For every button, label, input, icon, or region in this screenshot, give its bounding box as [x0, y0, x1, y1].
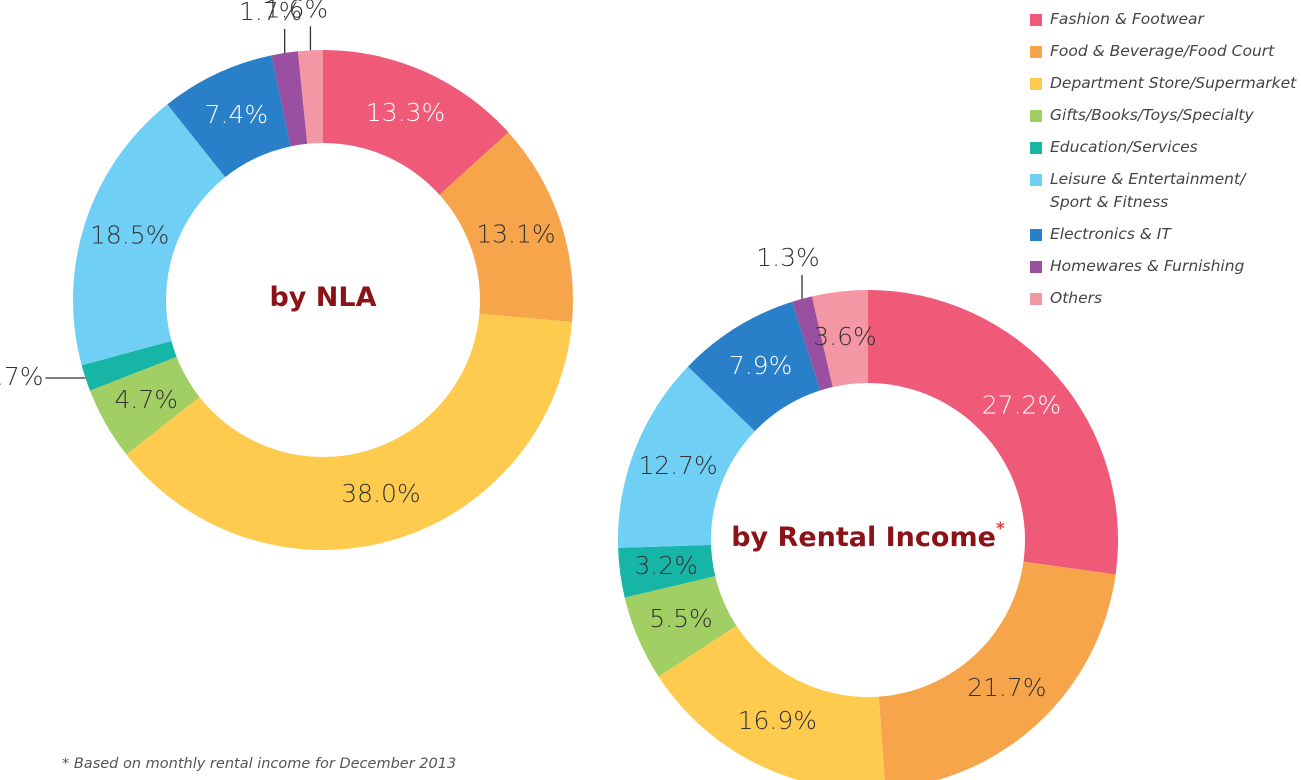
value-label: 3.6% — [813, 322, 877, 351]
value-label: 13.3% — [366, 98, 445, 127]
legend-label: Education/Services — [1050, 138, 1198, 156]
footnote: * Based on monthly rental income for Dec… — [62, 756, 457, 772]
donut-slice — [89, 356, 200, 455]
legend-swatch — [1030, 261, 1042, 273]
legend-swatch — [1030, 293, 1042, 305]
donut-slice — [323, 50, 509, 195]
legend-label: Food & Beverage/Food Court — [1050, 42, 1275, 60]
legend-item: Food & Beverage/Food Court — [1030, 40, 1296, 63]
legend-swatch — [1030, 46, 1042, 58]
value-label: 7.4% — [205, 100, 269, 129]
donut-slice — [868, 290, 1118, 575]
legend-label: Others — [1050, 289, 1103, 307]
donut-slice — [167, 55, 291, 178]
value-label: 18.5% — [90, 221, 169, 250]
donut-slice — [271, 51, 308, 147]
donut-slice — [126, 313, 573, 550]
value-label: 1.3% — [756, 243, 820, 272]
legend-swatch — [1030, 78, 1042, 90]
donut-slice — [624, 576, 737, 677]
legend-item: Others — [1030, 287, 1296, 310]
value-label: 1.7% — [0, 362, 43, 391]
legend-item: Electronics & IT — [1030, 223, 1296, 246]
legend-swatch — [1030, 142, 1042, 154]
donut-slice — [811, 290, 868, 387]
donut-slice — [618, 366, 755, 548]
donut-slice — [81, 340, 177, 391]
donut-slice — [618, 544, 716, 598]
chart-title-text: by Rental Income — [731, 522, 996, 553]
legend: Fashion & Footwear Food & Beverage/Food C… — [1030, 8, 1296, 319]
donut-slice — [439, 132, 573, 322]
value-label: 16.9% — [738, 706, 817, 735]
chart-title-text: by NLA — [269, 282, 376, 313]
value-label: 13.1% — [476, 219, 555, 248]
legend-item: Fashion & Footwear — [1030, 8, 1296, 31]
legend-label: Fashion & Footwear — [1050, 10, 1204, 28]
value-label: 5.5% — [649, 604, 713, 633]
legend-swatch — [1030, 229, 1042, 241]
value-label: 7.9% — [729, 351, 793, 380]
legend-label: Gifts/Books/Toys/Specialty — [1050, 106, 1254, 124]
legend-item: Education/Services — [1030, 136, 1296, 159]
legend-item: Gifts/Books/Toys/Specialty — [1030, 104, 1296, 127]
chart-title-note: * — [996, 519, 1005, 539]
donut-slice — [687, 301, 821, 432]
value-label: 21.7% — [967, 673, 1046, 702]
value-label: 27.2% — [982, 390, 1061, 419]
donut-slice — [297, 50, 323, 144]
legend-item: Homewares & Furnishing — [1030, 255, 1296, 278]
legend-item: Leisure & Entertainment/ Sport & Fitness — [1030, 168, 1296, 214]
legend-swatch — [1030, 110, 1042, 122]
legend-label: Leisure & Entertainment/ Sport & Fitness — [1050, 170, 1246, 211]
chart-title: by NLA — [269, 282, 376, 313]
value-label: 4.7% — [114, 385, 178, 414]
donut-slice — [658, 625, 885, 780]
legend-label: Electronics & IT — [1050, 225, 1171, 243]
value-label: 12.7% — [638, 451, 717, 480]
value-label: 38.0% — [341, 479, 420, 508]
chart-title: by Rental Income* — [731, 519, 1005, 553]
value-label: 1.6% — [265, 0, 329, 23]
donut-slice — [878, 561, 1116, 780]
legend-swatch — [1030, 14, 1042, 26]
legend-item: Department Store/Supermarket — [1030, 72, 1296, 95]
donut-slice — [72, 104, 226, 366]
value-label: 3.2% — [635, 551, 699, 580]
legend-swatch — [1030, 174, 1042, 186]
legend-label: Department Store/Supermarket — [1050, 74, 1297, 92]
donut-slice — [792, 296, 833, 391]
legend-label: Homewares & Furnishing — [1050, 257, 1245, 275]
value-label: 1.7% — [239, 0, 303, 26]
